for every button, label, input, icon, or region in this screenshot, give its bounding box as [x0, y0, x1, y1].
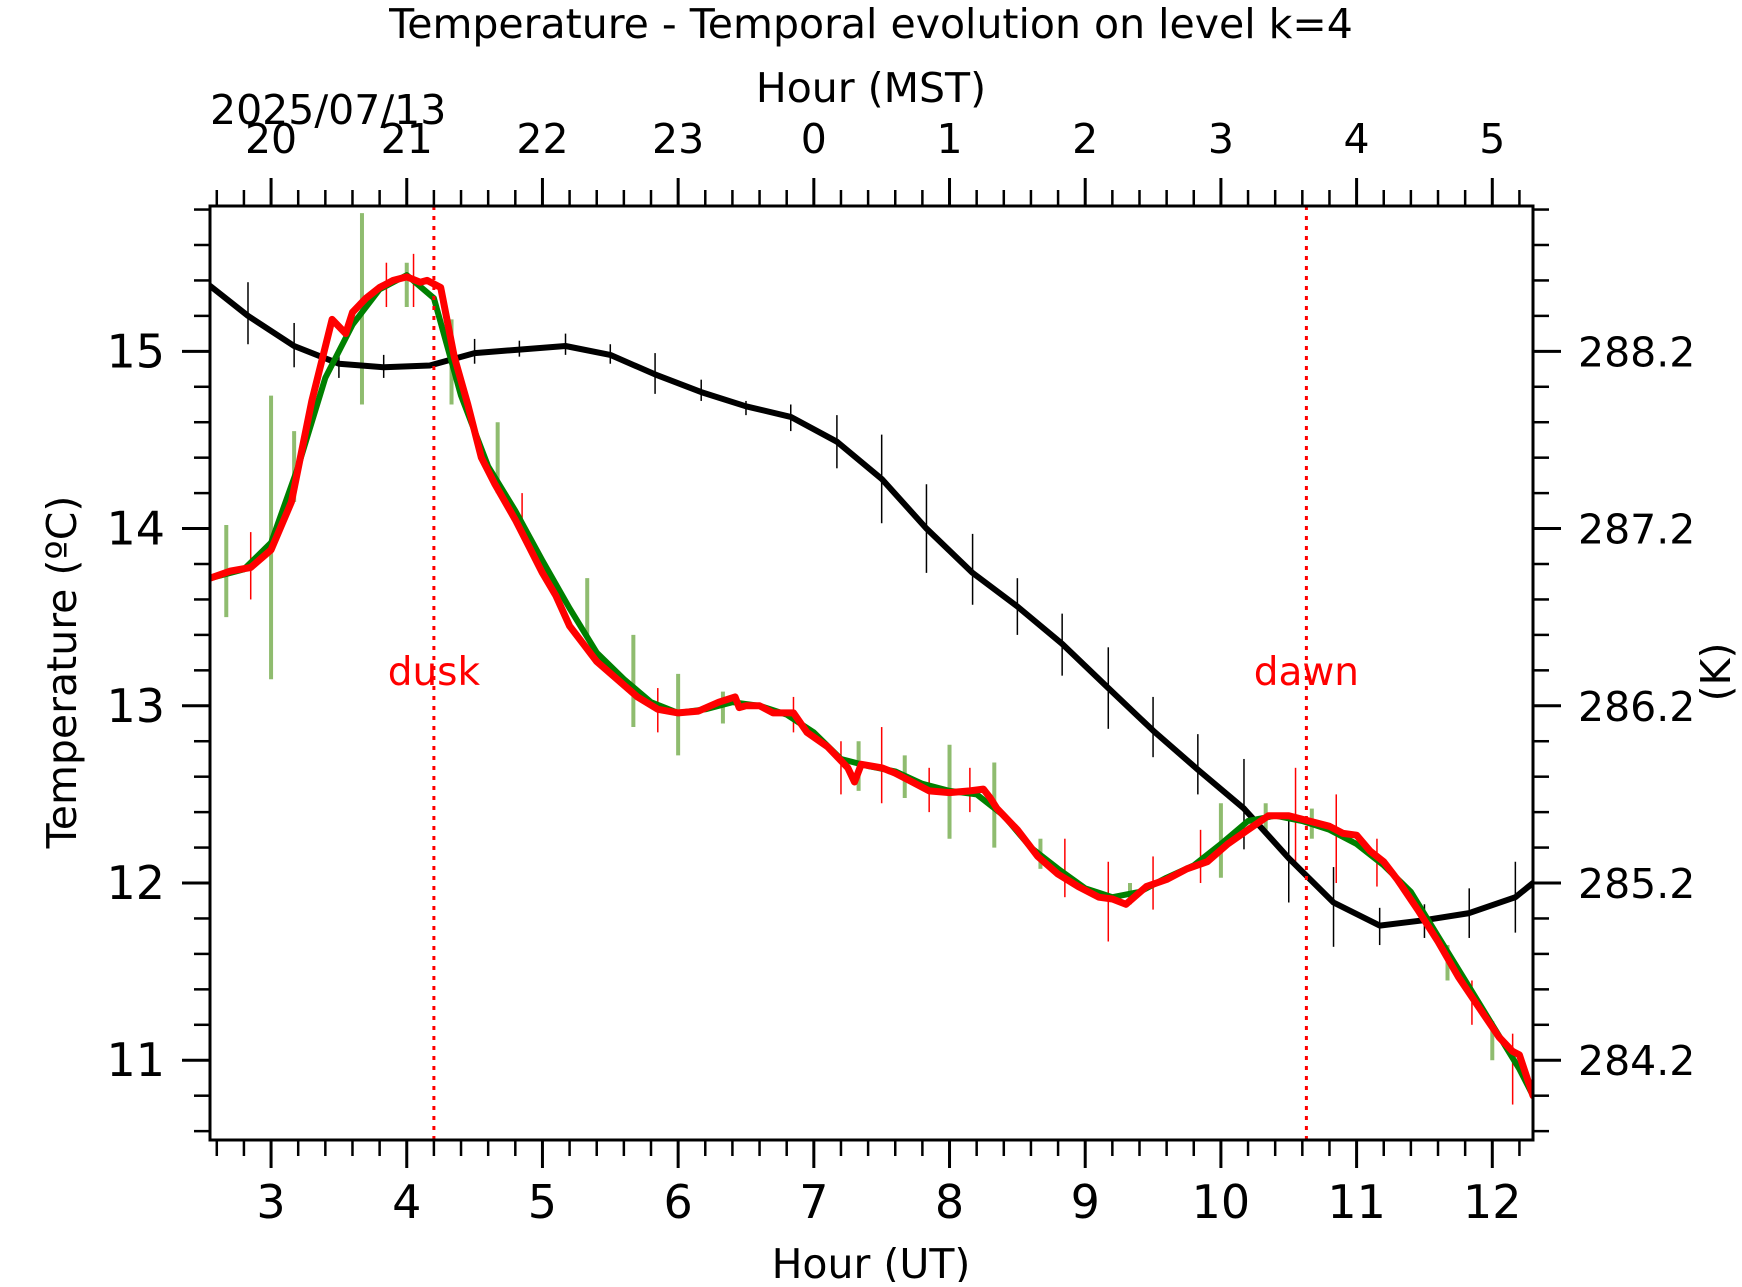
y2-tick-label: 284.2	[1578, 1037, 1695, 1085]
x-tick-label: 10	[1192, 1175, 1251, 1229]
x-tick-label: 7	[799, 1175, 828, 1229]
series-line-0	[210, 282, 1533, 929]
x2-tick-label: 23	[652, 115, 704, 163]
x2-tick-label: 3	[1208, 115, 1234, 163]
y2-tick-label: 287.2	[1578, 506, 1695, 554]
y-tick-label: 14	[106, 502, 165, 556]
y-tick-label: 11	[106, 1033, 165, 1087]
x2-tick-label: 5	[1479, 115, 1505, 163]
x-tick-label: 12	[1463, 1175, 1522, 1229]
x-tick-label: 11	[1327, 1175, 1386, 1229]
x-tick-label: 3	[256, 1175, 285, 1229]
plot-frame	[208, 204, 1535, 1142]
x-tick-label: 8	[935, 1175, 964, 1229]
y2-tick-label: 286.2	[1578, 683, 1695, 731]
right-axis-label: (K)	[1692, 643, 1740, 702]
y-tick-label: 12	[106, 856, 165, 910]
y2-tick-label: 288.2	[1578, 328, 1695, 376]
dusk-label: dusk	[388, 650, 481, 695]
x-axis-label: Hour (UT)	[772, 1240, 971, 1282]
plot-area	[210, 206, 1533, 1140]
x2-tick-label: 22	[516, 115, 568, 163]
x-tick-label: 5	[528, 1175, 557, 1229]
y-tick-label: 15	[106, 324, 165, 378]
top-axis-label: Hour (MST)	[756, 64, 986, 112]
x2-tick-label: 2	[1072, 115, 1098, 163]
y-tick-label: 13	[106, 679, 165, 733]
x2-tick-label: 20	[245, 115, 297, 163]
x-tick-label: 9	[1071, 1175, 1100, 1229]
x2-tick-label: 1	[936, 115, 962, 163]
y-axis-label: Temperature (ºC)	[38, 496, 86, 850]
chart-title: Temperature - Temporal evolution on leve…	[388, 0, 1353, 48]
x2-tick-label: 4	[1344, 115, 1370, 163]
x2-tick-label: 0	[801, 115, 827, 163]
series-line-2	[210, 273, 1533, 1100]
y2-tick-label: 285.2	[1578, 860, 1695, 908]
x-tick-label: 6	[663, 1175, 692, 1229]
x-tick-label: 4	[392, 1175, 421, 1229]
date-label: 2025/07/13	[210, 86, 446, 134]
dawn-label: dawn	[1254, 650, 1359, 695]
x2-tick-label: 21	[381, 115, 433, 163]
